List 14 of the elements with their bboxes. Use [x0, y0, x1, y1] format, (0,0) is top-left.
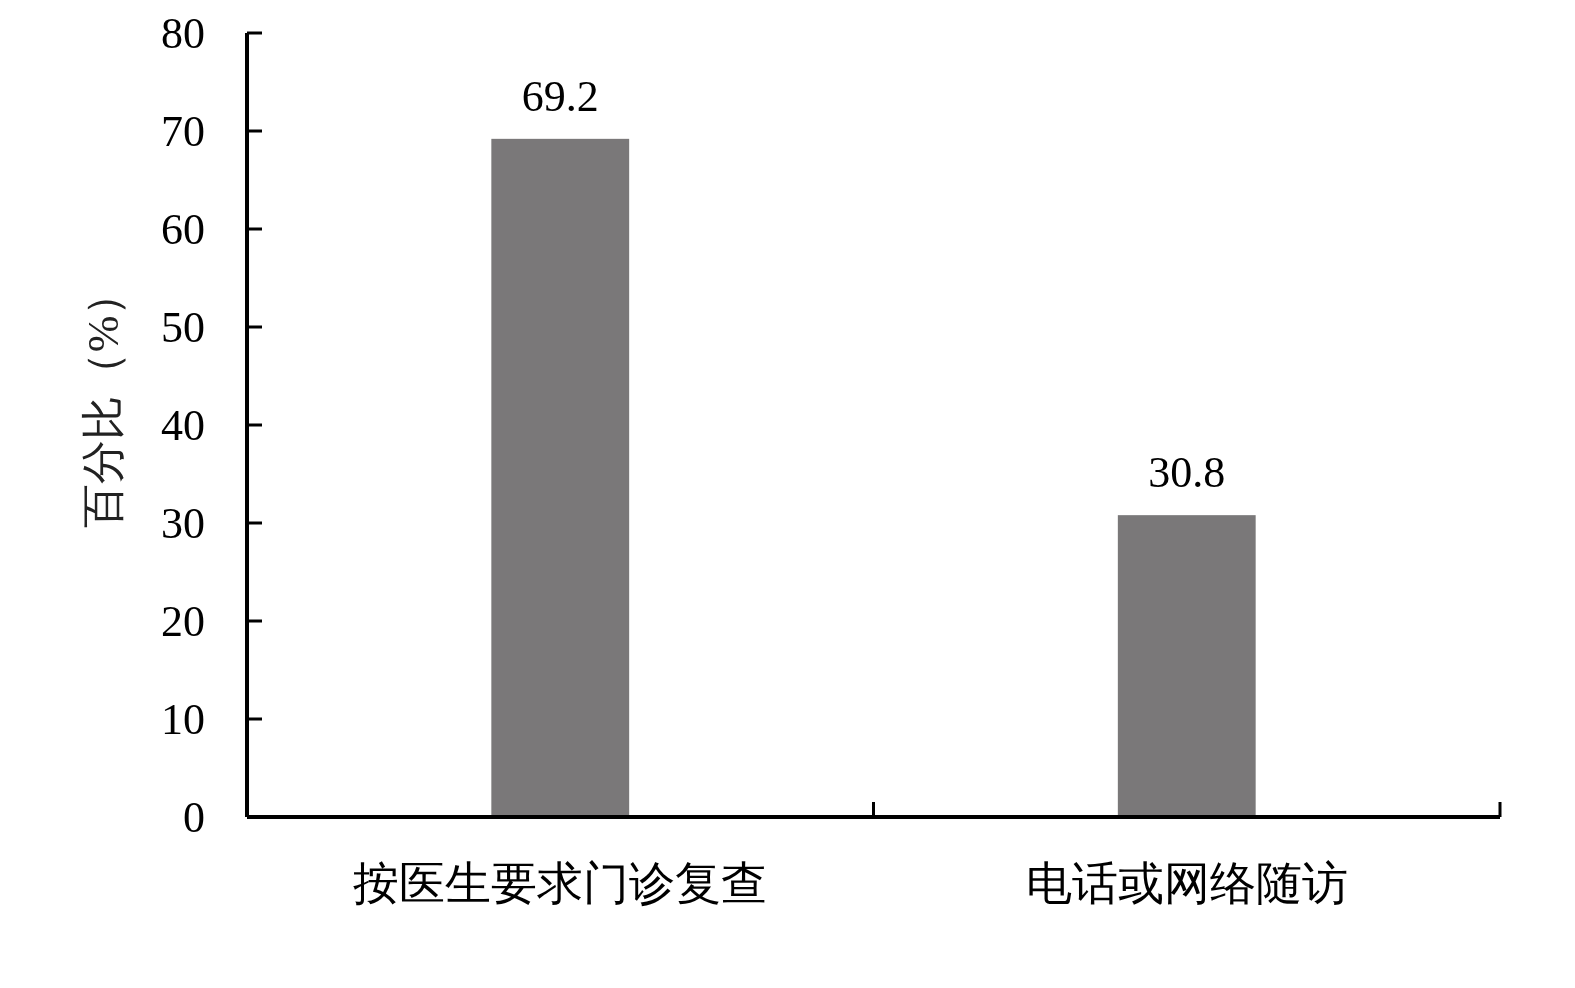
y-tick-label: 70 [161, 107, 205, 157]
y-tick-label: 10 [161, 695, 205, 745]
y-axis-title: 百分比（%） [79, 271, 128, 529]
data-label: 69.2 [521, 71, 599, 121]
x-tick-label: 按医生要求门诊复查 [353, 858, 768, 909]
y-tick-label: 60 [161, 205, 205, 255]
y-tick-label: 0 [183, 793, 205, 843]
y-tick-label: 80 [161, 9, 205, 59]
y-tick-label: 30 [161, 499, 205, 549]
y-tick-label: 40 [161, 401, 205, 451]
y-tick-label: 20 [161, 597, 205, 647]
y-tick-label: 50 [161, 303, 205, 353]
x-tick-label: 电话或网络随访 [1025, 858, 1348, 909]
data-label: 30.8 [1148, 448, 1226, 498]
